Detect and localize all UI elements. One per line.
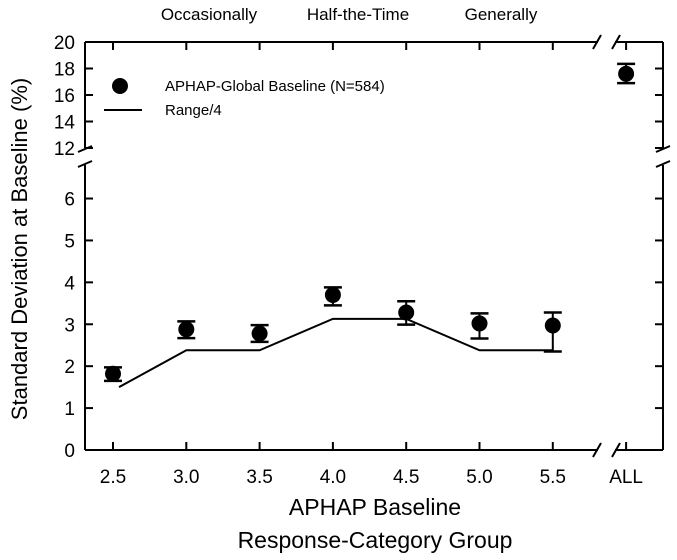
y-tick-label-lower: 4 bbox=[64, 273, 75, 294]
plot-frame bbox=[77, 34, 671, 458]
x-break-mark-top-2 bbox=[611, 34, 621, 50]
x-tick-label: 2.5 bbox=[100, 467, 126, 488]
top-label-occasionally: Occasionally bbox=[161, 5, 258, 24]
y-axis-title: Standard Deviation at Baseline (%) bbox=[7, 78, 32, 420]
x-break-mark-top-1 bbox=[592, 34, 602, 50]
y-tick-label-lower: 3 bbox=[64, 315, 75, 336]
y-tick-label-upper: 16 bbox=[54, 86, 75, 107]
y-tick-label-upper: 12 bbox=[54, 139, 75, 160]
data-point-4.5 bbox=[398, 304, 415, 321]
x-axis-title-line2: Response-Category Group bbox=[238, 527, 513, 553]
y-tick-label-lower: 6 bbox=[64, 190, 75, 211]
series-line-range-over-4 bbox=[118, 317, 553, 389]
legend-label-line: Range/4 bbox=[165, 102, 222, 119]
x-axis-title-line1: APHAP Baseline bbox=[289, 494, 461, 520]
data-point-3.5 bbox=[251, 325, 268, 342]
data-point-4.0 bbox=[324, 286, 341, 303]
x-tick-label: 5.5 bbox=[540, 467, 566, 488]
y-tick-label-lower: 2 bbox=[64, 357, 75, 378]
top-label-generally: Generally bbox=[465, 5, 538, 24]
legend-label-points: APHAP-Global Baseline (N=584) bbox=[165, 78, 385, 95]
y-tick-label-lower: 0 bbox=[64, 441, 75, 462]
x-tick-label: 3.0 bbox=[173, 467, 199, 488]
data-point-2.5 bbox=[105, 365, 121, 382]
y-tick-label-upper: 14 bbox=[54, 113, 76, 134]
data-point-3.0 bbox=[178, 321, 195, 338]
x-tick-label: 3.5 bbox=[246, 467, 272, 488]
y-tick-label-lower: 5 bbox=[64, 231, 75, 252]
y-tick-label-lower: 1 bbox=[64, 399, 75, 420]
y-tick-label-upper: 18 bbox=[54, 60, 75, 81]
data-point-ALL bbox=[618, 65, 635, 82]
data-point-5.0 bbox=[471, 315, 488, 332]
data-marks bbox=[104, 62, 636, 389]
top-label-half-the-time: Half-the-Time bbox=[307, 5, 409, 24]
x-tick-label: 4.5 bbox=[393, 467, 419, 488]
x-break-mark-bottom-2 bbox=[611, 442, 621, 458]
x-tick-label: 4.0 bbox=[320, 467, 346, 488]
y-tick-label-upper: 20 bbox=[54, 33, 75, 54]
legend-marker-points bbox=[112, 78, 128, 94]
y-break-mark-right-2 bbox=[655, 160, 671, 168]
x-break-mark-bottom-1 bbox=[592, 442, 602, 458]
data-point-5.5 bbox=[544, 317, 561, 334]
x-tick-label: 5.0 bbox=[466, 467, 492, 488]
y-break-mark-left-2 bbox=[77, 160, 93, 168]
x-tick-label: ALL bbox=[609, 467, 643, 488]
